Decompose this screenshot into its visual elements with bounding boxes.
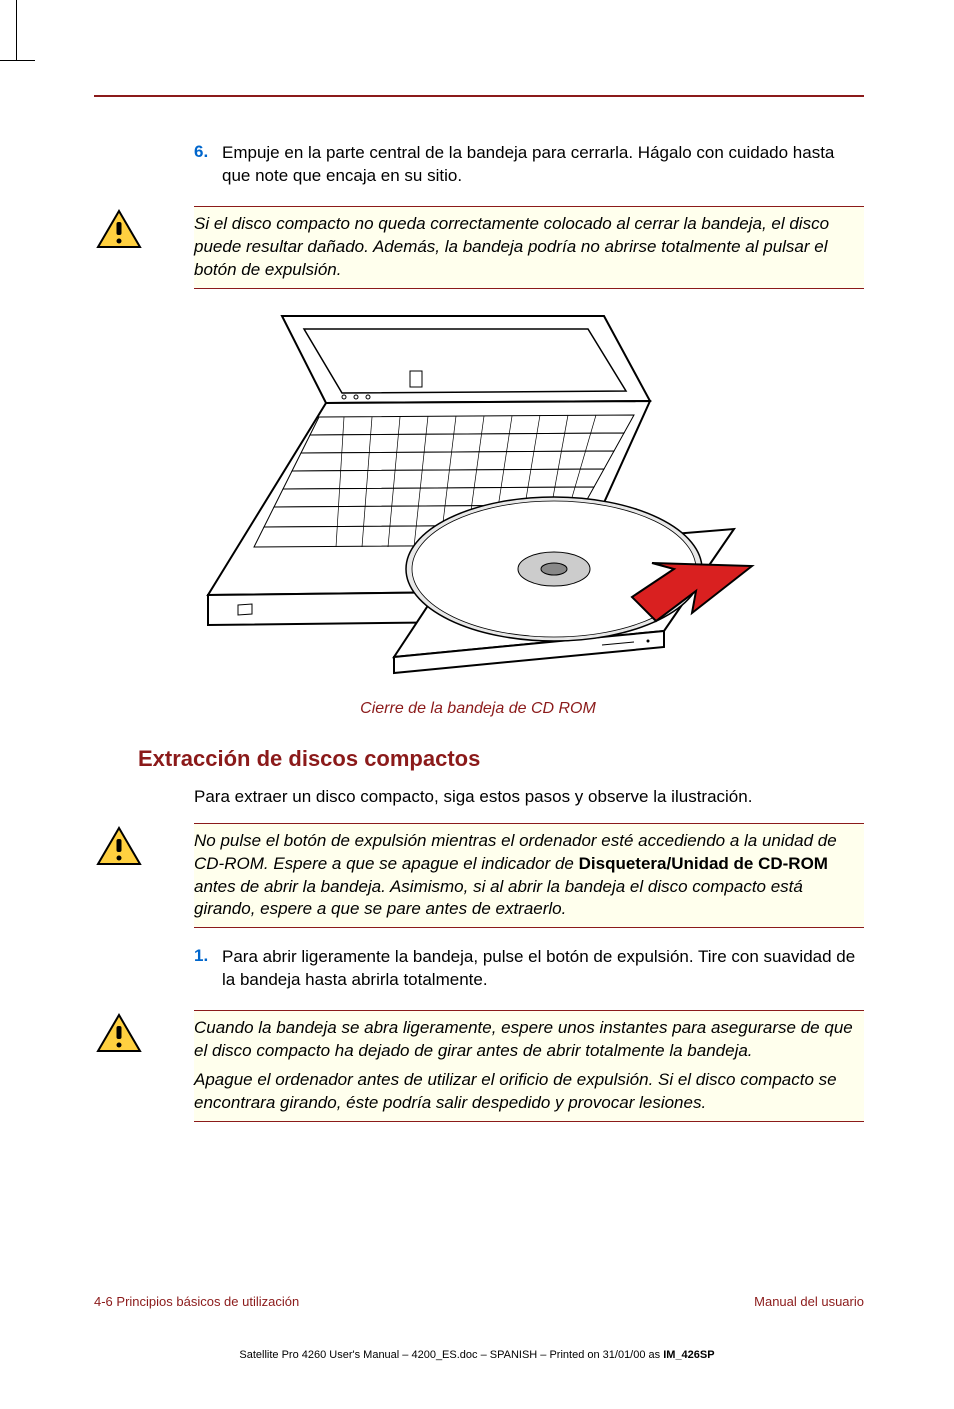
figure-caption: Cierre de la bandeja de CD ROM	[194, 700, 762, 718]
print-info-bold: IM_426SP	[663, 1349, 714, 1361]
figure-container	[194, 311, 762, 686]
print-info: Satellite Pro 4260 User's Manual – 4200_…	[0, 1349, 954, 1361]
footer-left: 4-6 Principios básicos de utilización	[94, 1294, 299, 1309]
intro-text: Para extraer un disco compacto, siga est…	[194, 786, 864, 809]
warning-block: Si el disco compacto no queda correctame…	[94, 206, 864, 289]
page-content: 6. Empuje en la parte central de la band…	[94, 95, 864, 1140]
warning-text-after: antes de abrir la bandeja. Asimismo, si …	[194, 877, 803, 919]
step-text: Para abrir ligeramente la bandeja, pulse…	[222, 946, 864, 992]
warning-para1: Cuando la bandeja se abra ligeramente, e…	[194, 1017, 856, 1063]
section-heading: Extracción de discos compactos	[138, 746, 864, 772]
warning-icon	[94, 208, 144, 252]
page-footer: 4-6 Principios básicos de utilización Ma…	[94, 1294, 864, 1309]
warning-para2: Apague el ordenador antes de utilizar el…	[194, 1069, 856, 1115]
warning-icon	[94, 1012, 144, 1056]
warning-bold: Disquetera/Unidad de CD-ROM	[579, 854, 828, 873]
crop-mark-horizontal	[0, 60, 35, 61]
footer-right: Manual del usuario	[754, 1294, 864, 1309]
crop-mark-vertical	[16, 0, 17, 60]
warning-text: Si el disco compacto no queda correctame…	[194, 213, 856, 282]
warning-content: No pulse el botón de expulsión mientras …	[194, 823, 864, 929]
step-number: 6.	[194, 142, 222, 188]
warning-block: No pulse el botón de expulsión mientras …	[94, 823, 864, 929]
step-number: 1.	[194, 946, 222, 992]
laptop-cd-figure	[194, 311, 762, 681]
top-rule	[94, 95, 864, 97]
step-item: 6. Empuje en la parte central de la band…	[194, 142, 864, 188]
warning-content: Si el disco compacto no queda correctame…	[194, 206, 864, 289]
warning-block: Cuando la bandeja se abra ligeramente, e…	[94, 1010, 864, 1122]
step-item: 1. Para abrir ligeramente la bandeja, pu…	[194, 946, 864, 992]
warning-text: Cuando la bandeja se abra ligeramente, e…	[194, 1017, 856, 1115]
step-text: Empuje en la parte central de la bandeja…	[222, 142, 864, 188]
warning-content: Cuando la bandeja se abra ligeramente, e…	[194, 1010, 864, 1122]
warning-text: No pulse el botón de expulsión mientras …	[194, 830, 856, 922]
warning-icon	[94, 825, 144, 869]
print-info-text: Satellite Pro 4260 User's Manual – 4200_…	[239, 1349, 663, 1361]
